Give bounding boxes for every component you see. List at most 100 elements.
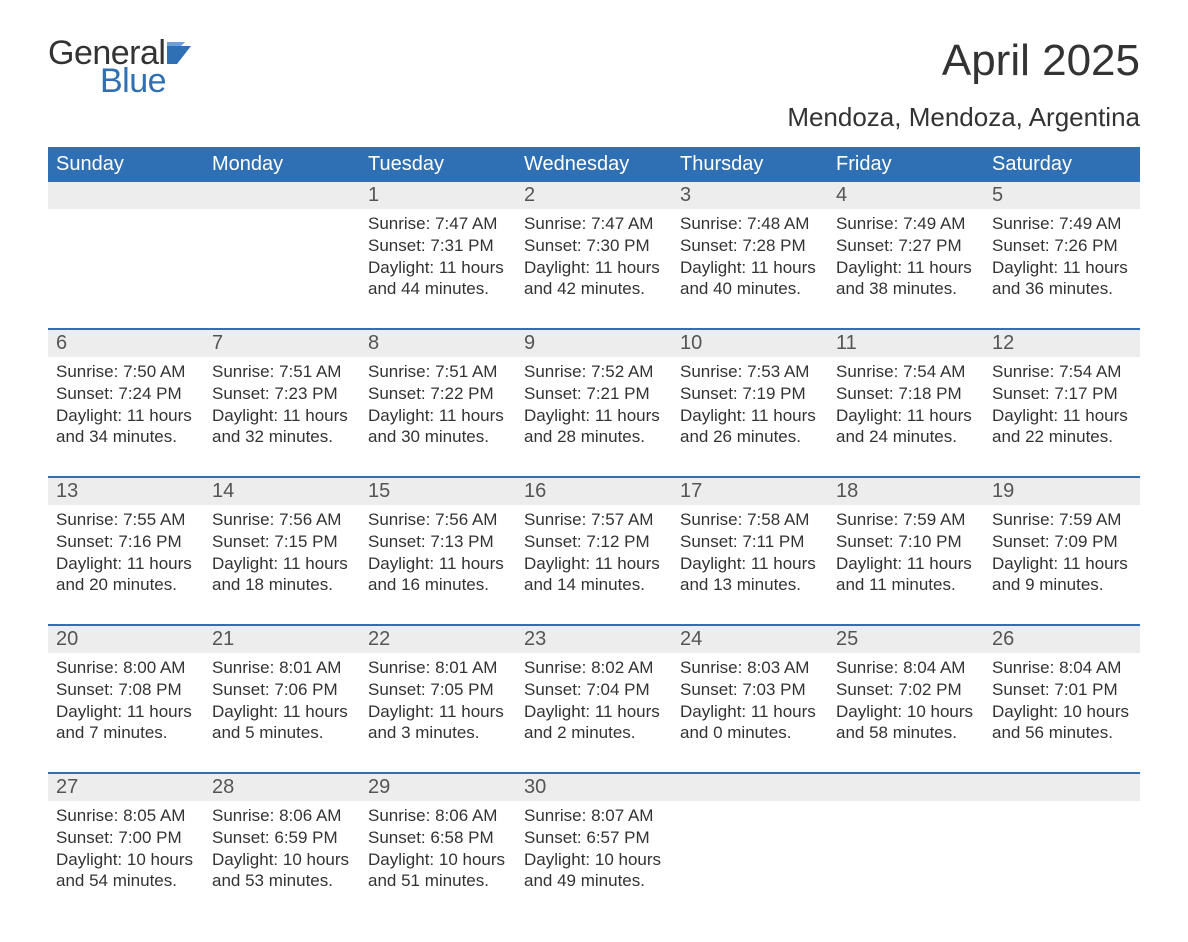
sunrise-line: Sunrise: 8:07 AM [524,805,664,827]
sunrise-line: Sunrise: 7:53 AM [680,361,820,383]
day-body-row: Sunrise: 7:47 AMSunset: 7:31 PMDaylight:… [48,209,1140,302]
daylight-line: Daylight: 11 hours and 0 minutes. [680,701,820,745]
flag-icon [167,42,197,64]
day-number: 16 [516,478,672,505]
sunrise-line: Sunrise: 8:04 AM [992,657,1132,679]
day-cell [984,801,1140,894]
day-number: 24 [672,626,828,653]
day-cell: Sunrise: 7:56 AMSunset: 7:15 PMDaylight:… [204,505,360,598]
day-body-row: Sunrise: 8:00 AMSunset: 7:08 PM Daylight:… [48,653,1140,746]
sunrise-line: Sunrise: 7:56 AM [212,509,352,531]
day-cell: Sunrise: 7:59 AMSunset: 7:10 PMDaylight:… [828,505,984,598]
sunrise-line: Sunrise: 7:48 AM [680,213,820,235]
sunset-line: Sunset: 7:11 PM [680,531,820,553]
day-cell: Sunrise: 8:03 AMSunset: 7:03 PMDaylight:… [672,653,828,746]
daylight-line: Daylight: 11 hours and 16 minutes. [368,553,508,597]
day-cell: Sunrise: 7:52 AMSunset: 7:21 PMDaylight:… [516,357,672,450]
sunset-line: Sunset: 6:59 PM [212,827,352,849]
day-cell: Sunrise: 7:47 AMSunset: 7:31 PMDaylight:… [360,209,516,302]
sunrise-line: Sunrise: 8:06 AM [368,805,508,827]
sunrise-line: Sunrise: 7:59 AM [992,509,1132,531]
day-number: 9 [516,330,672,357]
day-cell: Sunrise: 7:55 AMSunset: 7:16 PMDaylight:… [48,505,204,598]
logo: General Blue [48,36,197,98]
day-number [828,774,984,801]
daylight-line: Daylight: 10 hours and 53 minutes. [212,849,352,893]
daylight-line: Daylight: 11 hours and 9 minutes. [992,553,1132,597]
day-header: Saturday [984,147,1140,182]
location-subtitle: Mendoza, Mendoza, Argentina [48,102,1140,133]
sunrise-line: Sunrise: 7:50 AM [56,361,196,383]
day-number: 23 [516,626,672,653]
daylight-line: Daylight: 11 hours and 26 minutes. [680,405,820,449]
day-number: 1 [360,182,516,209]
day-cell [828,801,984,894]
sunset-line: Sunset: 7:01 PM [992,679,1132,701]
day-cell [672,801,828,894]
daylight-line: Daylight: 11 hours and 28 minutes. [524,405,664,449]
daylight-line: Daylight: 11 hours and 2 minutes. [524,701,664,745]
day-cell: Sunrise: 7:54 AMSunset: 7:17 PMDaylight:… [984,357,1140,450]
day-number-row: 27282930 [48,774,1140,801]
day-number [672,774,828,801]
day-number: 27 [48,774,204,801]
day-cell: Sunrise: 8:00 AMSunset: 7:08 PMDaylight:… [48,653,204,746]
calendar: SundayMondayTuesdayWednesdayThursdayFrid… [48,147,1140,894]
day-number: 14 [204,478,360,505]
day-cell: Sunrise: 7:50 AMSunset: 7:24 PMDaylight:… [48,357,204,450]
sunrise-line: Sunrise: 7:59 AM [836,509,976,531]
daylight-line: Daylight: 10 hours and 58 minutes. [836,701,976,745]
day-cell: Sunrise: 7:53 AMSunset: 7:19 PMDaylight:… [672,357,828,450]
sunrise-line: Sunrise: 7:52 AM [524,361,664,383]
day-header: Friday [828,147,984,182]
day-cell: Sunrise: 8:04 AMSunset: 7:01 PMDaylight:… [984,653,1140,746]
daylight-line: Daylight: 11 hours and 20 minutes. [56,553,196,597]
daylight-line: Daylight: 10 hours and 54 minutes. [56,849,196,893]
day-cell: Sunrise: 8:01 AMSunset: 7:06 PMDaylight:… [204,653,360,746]
sunset-line: Sunset: 7:31 PM [368,235,508,257]
day-cell: Sunrise: 8:01 AMSunset: 7:05 PMDaylight:… [360,653,516,746]
day-body-row: Sunrise: 7:55 AMSunset: 7:16 PMDaylight:… [48,505,1140,598]
sunset-line: Sunset: 7:19 PM [680,383,820,405]
day-number [48,182,204,209]
sunset-line: Sunset: 7:04 PM [524,679,664,701]
day-cell: Sunrise: 8:04 AMSunset: 7:02 PMDaylight:… [828,653,984,746]
sunset-line: Sunset: 7:17 PM [992,383,1132,405]
day-number: 4 [828,182,984,209]
day-cell: Sunrise: 7:54 AMSunset: 7:18 PMDaylight:… [828,357,984,450]
daylight-line: Daylight: 10 hours and 51 minutes. [368,849,508,893]
sunset-line: Sunset: 7:12 PM [524,531,664,553]
sunset-line: Sunset: 7:08 PM [56,679,196,701]
sunset-line: Sunset: 7:21 PM [524,383,664,405]
day-header: Wednesday [516,147,672,182]
day-cell: Sunrise: 7:51 AMSunset: 7:22 PMDaylight:… [360,357,516,450]
sunrise-line: Sunrise: 8:03 AM [680,657,820,679]
day-header-row: SundayMondayTuesdayWednesdayThursdayFrid… [48,147,1140,182]
logo-blue-text: Blue [100,64,197,98]
day-number: 11 [828,330,984,357]
sunset-line: Sunset: 7:30 PM [524,235,664,257]
daylight-line: Daylight: 11 hours and 30 minutes. [368,405,508,449]
daylight-line: Daylight: 11 hours and 44 minutes. [368,257,508,301]
sunrise-line: Sunrise: 7:54 AM [836,361,976,383]
daylight-line: Daylight: 11 hours and 11 minutes. [836,553,976,597]
sunset-line: Sunset: 7:27 PM [836,235,976,257]
day-number: 8 [360,330,516,357]
daylight-line: Daylight: 11 hours and 38 minutes. [836,257,976,301]
sunrise-line: Sunrise: 7:47 AM [524,213,664,235]
day-cell: Sunrise: 7:57 AMSunset: 7:12 PMDaylight:… [516,505,672,598]
day-cell: Sunrise: 8:06 AMSunset: 6:59 PMDaylight:… [204,801,360,894]
sunset-line: Sunset: 7:10 PM [836,531,976,553]
day-cell: Sunrise: 7:48 AMSunset: 7:28 PMDaylight:… [672,209,828,302]
daylight-line: Daylight: 11 hours and 42 minutes. [524,257,664,301]
sunset-line: Sunset: 7:02 PM [836,679,976,701]
sunrise-line: Sunrise: 8:06 AM [212,805,352,827]
day-number: 17 [672,478,828,505]
sunrise-line: Sunrise: 8:01 AM [368,657,508,679]
day-cell: Sunrise: 8:02 AMSunset: 7:04 PMDaylight:… [516,653,672,746]
day-header: Sunday [48,147,204,182]
daylight-line: Daylight: 11 hours and 14 minutes. [524,553,664,597]
sunrise-line: Sunrise: 8:00 AM [56,657,196,679]
day-number-row: 12345 [48,182,1140,209]
day-cell: Sunrise: 8:06 AMSunset: 6:58 PMDaylight:… [360,801,516,894]
